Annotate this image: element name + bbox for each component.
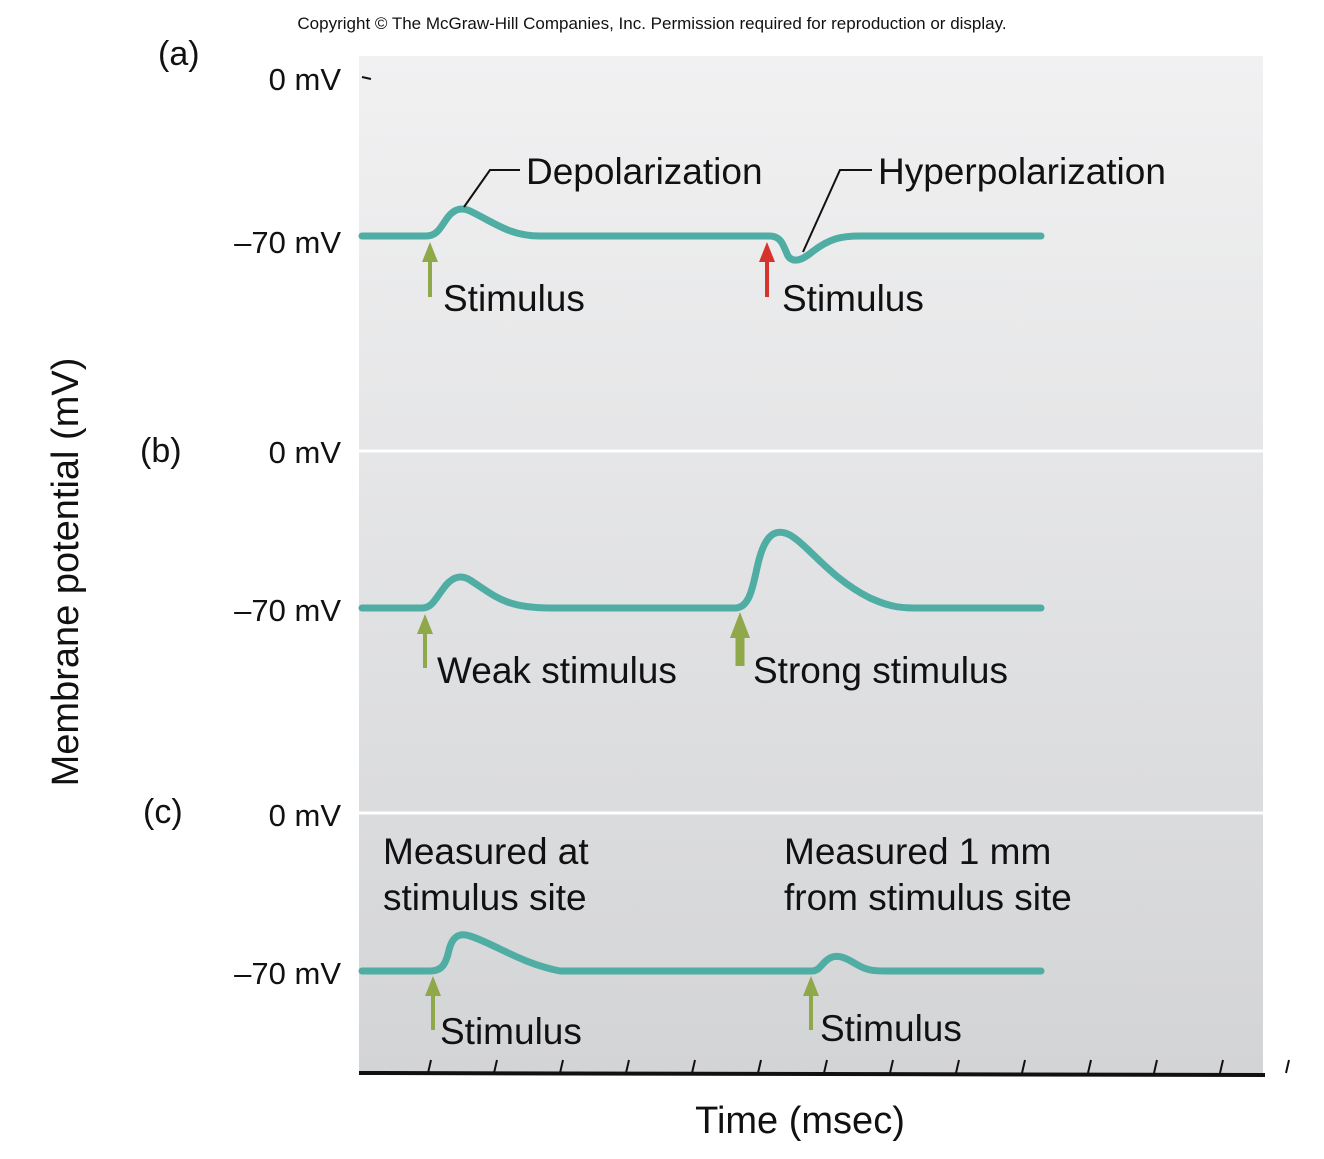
time-axis-ticks xyxy=(427,1059,1290,1074)
time-axis-tick xyxy=(1087,1059,1092,1074)
time-axis-tick xyxy=(757,1059,762,1074)
panel-a-trace xyxy=(358,205,1045,264)
panel-c-trace xyxy=(358,931,1045,975)
panel-c-stimulus-1-arrow xyxy=(425,976,441,1030)
y-axis-title: Membrane potential (mV) xyxy=(45,358,87,787)
panel-c-site-label-line1: Measured at xyxy=(383,831,589,872)
panel-b-weak-stimulus-arrow xyxy=(417,614,433,668)
panel-c-stimulus-2-label: Stimulus xyxy=(820,1008,962,1049)
panel-a-rest-label: –70 mV xyxy=(234,225,341,260)
panel-c-stimulus-2-arrow xyxy=(803,976,819,1030)
panel-b-strong-stimulus-arrow xyxy=(730,612,750,666)
panel-a-stimulus-2-arrow xyxy=(759,242,775,297)
depolarization-leader-line xyxy=(463,169,520,208)
time-axis-tick xyxy=(1021,1059,1026,1074)
depolarization-label: Depolarization xyxy=(526,151,763,192)
panel-c-letter: (c) xyxy=(143,793,183,831)
time-axis-tick xyxy=(493,1059,498,1074)
time-axis-tick xyxy=(823,1059,828,1074)
panel-b-strong-stimulus-label: Strong stimulus xyxy=(753,650,1008,691)
panel-b-weak-stimulus-label: Weak stimulus xyxy=(437,650,677,691)
zero-mv-tick xyxy=(361,76,372,80)
panel-a-stimulus-1-arrow xyxy=(422,242,438,297)
copyright-notice: Copyright © The McGraw-Hill Companies, I… xyxy=(297,14,1006,33)
panel-a-stimulus-2-label: Stimulus xyxy=(782,278,924,319)
time-axis-tick xyxy=(427,1059,432,1074)
panel-c-distant-label-line2: from stimulus site xyxy=(784,877,1072,918)
panel-c-zero-label: 0 mV xyxy=(269,798,342,833)
panel-c-site-label-line2: stimulus site xyxy=(383,877,587,918)
time-axis-tick xyxy=(1219,1059,1224,1074)
time-axis-tick xyxy=(559,1059,564,1074)
time-axis-tick xyxy=(955,1059,960,1074)
hyperpolarization-label: Hyperpolarization xyxy=(878,151,1166,192)
panel-a-zero-label: 0 mV xyxy=(269,62,342,97)
panel-a-stimulus-1-label: Stimulus xyxy=(443,278,585,319)
panel-c-stimulus-1-label: Stimulus xyxy=(440,1011,582,1052)
x-axis-title: Time (msec) xyxy=(695,1100,905,1142)
time-axis-line xyxy=(358,1071,1266,1077)
panel-b-letter: (b) xyxy=(140,432,182,470)
plot-background xyxy=(359,56,1263,1074)
time-axis-tick xyxy=(625,1059,630,1074)
time-axis-tick xyxy=(691,1059,696,1074)
panel-b-zero-label: 0 mV xyxy=(269,435,342,470)
time-axis-tick xyxy=(1285,1059,1290,1074)
time-axis-tick xyxy=(889,1059,894,1074)
panel-b-rest-label: –70 mV xyxy=(234,593,341,628)
panel-a-letter: (a) xyxy=(158,35,200,73)
time-axis-tick xyxy=(1153,1059,1158,1074)
panel-c-rest-label: –70 mV xyxy=(234,956,341,991)
panel-b-trace xyxy=(358,528,1045,612)
panel-c-distant-label-line1: Measured 1 mm xyxy=(784,831,1051,872)
hyperpolarization-leader-line xyxy=(802,169,872,253)
